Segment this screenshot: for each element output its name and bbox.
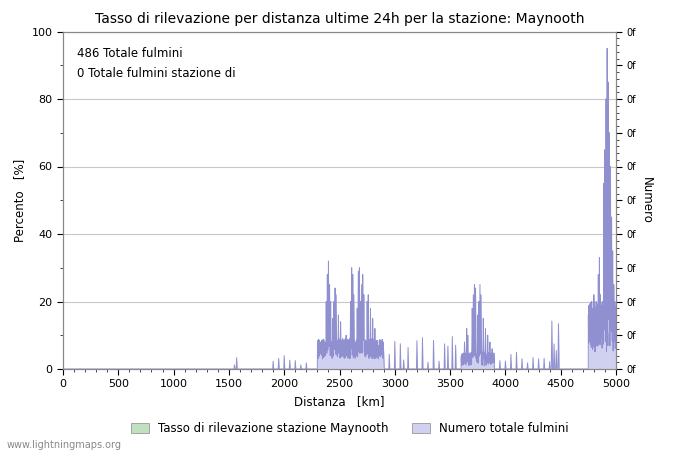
Text: 486 Totale fulmini: 486 Totale fulmini [77, 47, 183, 60]
Y-axis label: Numero: Numero [640, 177, 652, 224]
Text: www.lightningmaps.org: www.lightningmaps.org [7, 440, 122, 450]
Y-axis label: Percento   [%]: Percento [%] [13, 159, 26, 242]
X-axis label: Distanza   [km]: Distanza [km] [294, 395, 385, 408]
Title: Tasso di rilevazione per distanza ultime 24h per la stazione: Maynooth: Tasso di rilevazione per distanza ultime… [94, 12, 584, 26]
Legend: Tasso di rilevazione stazione Maynooth, Numero totale fulmini: Tasso di rilevazione stazione Maynooth, … [126, 417, 574, 440]
Text: 0 Totale fulmini stazione di: 0 Totale fulmini stazione di [77, 67, 235, 80]
